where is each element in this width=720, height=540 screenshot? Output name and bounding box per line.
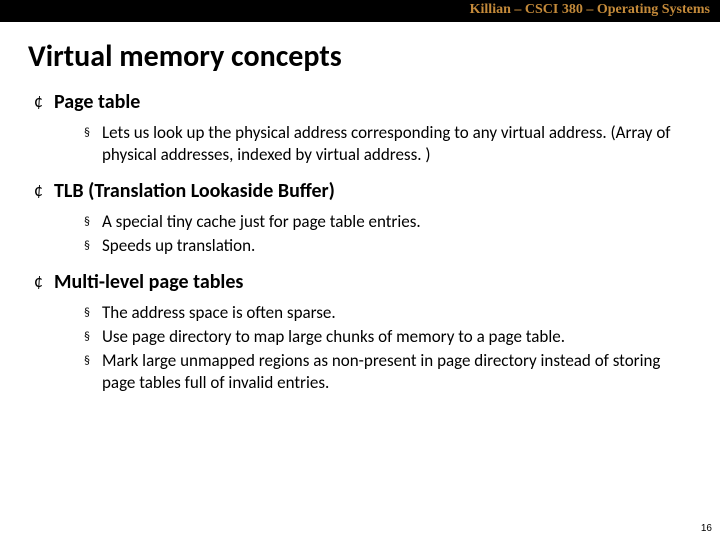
bullet-label: TLB (Translation Lookaside Buffer)	[54, 178, 335, 204]
sub-bullet-item: § The address space is often sparse.	[84, 302, 686, 324]
sub-bullet-marker-icon: §	[84, 302, 102, 324]
bullet-tlb: ¢ TLB (Translation Lookaside Buffer)	[34, 178, 686, 204]
sub-bullet-marker-icon: §	[84, 235, 102, 257]
sub-bullet-text: Use page directory to map large chunks o…	[102, 326, 565, 348]
sub-bullet-item: § Speeds up translation.	[84, 235, 686, 257]
slide: Killian – CSCI 380 – Operating Systems V…	[0, 0, 720, 540]
header-text: Killian – CSCI 380 – Operating Systems	[470, 2, 710, 17]
bullet-marker-icon: ¢	[34, 178, 54, 202]
bullet-marker-icon: ¢	[34, 89, 54, 113]
sub-bullet-item: § Mark large unmapped regions as non-pre…	[84, 350, 686, 394]
sub-list: § The address space is often sparse. § U…	[34, 299, 686, 406]
sub-bullet-item: § Use page directory to map large chunks…	[84, 326, 686, 348]
sub-bullet-marker-icon: §	[84, 326, 102, 348]
bullet-marker-icon: ¢	[34, 269, 54, 293]
sub-bullet-marker-icon: §	[84, 211, 102, 233]
sub-bullet-marker-icon: §	[84, 350, 102, 372]
sub-bullet-marker-icon: §	[84, 122, 102, 144]
sub-bullet-item: § Lets us look up the physical address c…	[84, 122, 686, 166]
sub-list: § Lets us look up the physical address c…	[34, 119, 686, 178]
content-area: ¢ Page table § Lets us look up the physi…	[0, 89, 720, 406]
bullet-page-table: ¢ Page table	[34, 89, 686, 115]
bullet-multi-level: ¢ Multi-level page tables	[34, 269, 686, 295]
slide-title: Virtual memory concepts	[0, 22, 720, 89]
sub-bullet-text: The address space is often sparse.	[102, 302, 336, 324]
bullet-label: Multi-level page tables	[54, 269, 243, 295]
page-number: 16	[701, 523, 712, 534]
sub-bullet-text: Mark large unmapped regions as non-prese…	[102, 350, 686, 394]
sub-bullet-text: Speeds up translation.	[102, 235, 255, 257]
header-bar: Killian – CSCI 380 – Operating Systems	[0, 0, 720, 22]
sub-bullet-text: A special tiny cache just for page table…	[102, 211, 421, 233]
sub-bullet-text: Lets us look up the physical address cor…	[102, 122, 686, 166]
sub-list: § A special tiny cache just for page tab…	[34, 208, 686, 269]
bullet-label: Page table	[54, 89, 140, 115]
sub-bullet-item: § A special tiny cache just for page tab…	[84, 211, 686, 233]
